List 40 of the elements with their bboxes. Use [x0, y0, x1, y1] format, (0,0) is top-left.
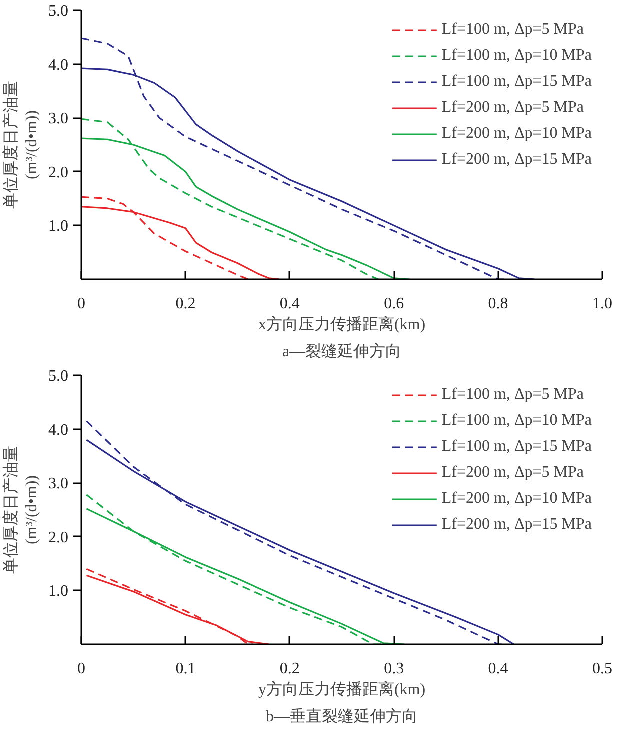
- legend-label: Lf=200 m, Δp=15 MPa: [442, 515, 592, 535]
- x-tick-label: 0.2: [176, 296, 196, 312]
- x-tick-label: 0.8: [488, 296, 508, 312]
- x-tick-label: 0.4: [488, 660, 508, 678]
- legend-label: Lf=100 m, Δp=5 MPa: [442, 385, 584, 405]
- x-tick-label: 0.1: [176, 660, 196, 678]
- text: b—垂直裂缝延伸方向: [266, 708, 418, 726]
- legend-label: Lf=100 m, Δp=5 MPa: [442, 20, 584, 40]
- y-tick-label: 1.0: [48, 583, 68, 600]
- legend-label: Lf=200 m, Δp=15 MPa: [442, 150, 592, 170]
- x-tick-label: 0: [78, 660, 86, 678]
- y-tick-label: 4.0: [48, 422, 68, 439]
- legend-label: Lf=100 m, Δp=10 MPa: [442, 411, 592, 431]
- y-tick-label: 4.0: [48, 56, 68, 74]
- x-tick-label: 1.0: [592, 296, 612, 312]
- x-tick-label: 0.2: [280, 660, 300, 678]
- y-tick-label: 5.0: [48, 3, 68, 20]
- y-tick-label: 2.0: [48, 164, 68, 182]
- x-tick-label: 0.3: [384, 660, 404, 678]
- x-axis-title: y方向压力传播距离(km): [258, 680, 426, 698]
- y-tick-label: 2.0: [48, 529, 68, 546]
- x-tick-label: 0.4: [280, 296, 300, 312]
- text: a—裂缝延伸方向: [282, 342, 402, 360]
- legend-label: Lf=200 m, Δp=5 MPa: [442, 98, 584, 118]
- legend-label: Lf=100 m, Δp=10 MPa: [442, 46, 592, 66]
- legend-label: Lf=100 m, Δp=15 MPa: [442, 437, 592, 457]
- y-tick-label: 3.0: [48, 476, 68, 493]
- x-tick-label: 0: [78, 296, 86, 312]
- y-tick-label: 5.0: [48, 368, 68, 385]
- y-axis-title: 单位厚度日产油量 (m³/(d•m)): [2, 81, 40, 209]
- y-tick-label: 3.0: [48, 110, 68, 128]
- legend-label: Lf=100 m, Δp=15 MPa: [442, 72, 592, 92]
- x-tick-label: 0.6: [384, 296, 404, 312]
- y-axis-title: 单位厚度日产油量 (m³/(d•m)): [2, 446, 40, 574]
- legend-label: Lf=200 m, Δp=10 MPa: [442, 124, 592, 144]
- x-tick-label: 0.5: [592, 660, 612, 678]
- legend-label: Lf=200 m, Δp=5 MPa: [442, 463, 584, 483]
- x-axis-title: x方向压力传播距离(km): [258, 316, 426, 334]
- legend-label: Lf=200 m, Δp=10 MPa: [442, 489, 592, 509]
- y-tick-label: 1.0: [48, 218, 68, 236]
